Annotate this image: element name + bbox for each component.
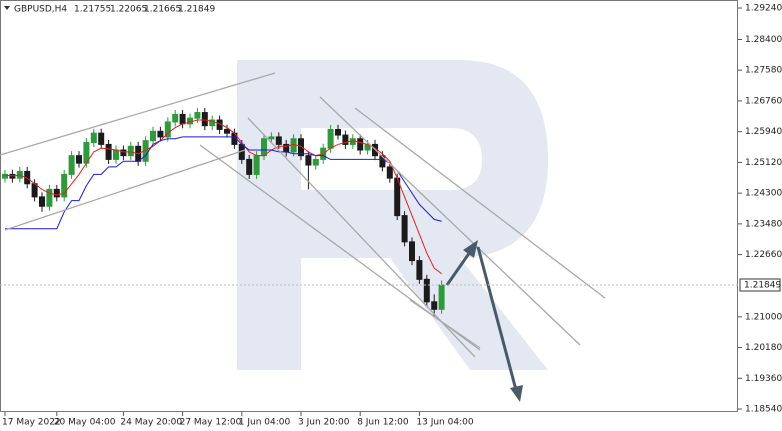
candle-body bbox=[261, 138, 267, 157]
candle-body bbox=[327, 128, 334, 149]
y-tick-label: 1.22660 bbox=[745, 250, 782, 260]
candle-body bbox=[39, 196, 45, 207]
trend-line bbox=[409, 299, 481, 349]
trend-line bbox=[247, 117, 476, 358]
x-tick-label: 17 May 2022 bbox=[2, 418, 61, 428]
y-tick-label: 1.29240 bbox=[745, 3, 782, 13]
x-tick-label: 24 May 20:00 bbox=[120, 418, 182, 428]
candle-body bbox=[438, 284, 445, 310]
candle-body bbox=[312, 158, 319, 166]
arrow-up bbox=[445, 251, 472, 286]
candle-body bbox=[431, 301, 438, 310]
x-tick-label: 13 Jun 04:00 bbox=[416, 418, 473, 428]
candle-body bbox=[31, 183, 38, 198]
candle-body bbox=[401, 215, 408, 243]
trend-lines bbox=[0, 72, 606, 358]
plot-frame bbox=[0, 0, 738, 412]
candle-body bbox=[98, 132, 105, 145]
trend-line bbox=[354, 107, 606, 299]
candle-body bbox=[298, 138, 304, 157]
watermark-bowl bbox=[301, 60, 548, 370]
watermark bbox=[237, 60, 548, 370]
y-tick-label: 1.25120 bbox=[745, 158, 782, 168]
y-tick-label: 1.27580 bbox=[745, 66, 782, 76]
candle-body bbox=[246, 158, 253, 175]
symbol-toggle[interactable] bbox=[4, 6, 10, 10]
candle-body bbox=[342, 134, 349, 145]
indicator-line bbox=[4, 119, 442, 275]
candle-body bbox=[150, 130, 156, 142]
y-tick-label: 1.23480 bbox=[745, 219, 782, 229]
symbol: GBPUSD,H4 bbox=[14, 5, 67, 15]
y-tick-label: 1.18540 bbox=[745, 405, 782, 415]
candle-body bbox=[179, 113, 186, 125]
candle-body bbox=[357, 138, 364, 151]
x-tick-label: 27 May 12:00 bbox=[180, 418, 242, 428]
arrow-head bbox=[463, 240, 478, 258]
candle-body bbox=[423, 278, 430, 303]
y-tick-label: 1.28400 bbox=[745, 35, 782, 45]
arrow-down bbox=[476, 246, 518, 391]
candle-body bbox=[105, 143, 112, 160]
candle-body bbox=[409, 241, 415, 262]
candle-body bbox=[61, 173, 68, 198]
ohlc-low: 1.21665 bbox=[144, 5, 181, 15]
ohlc-high: 1.22065 bbox=[110, 5, 147, 15]
x-tick-label: 20 May 04:00 bbox=[54, 418, 116, 428]
trend-line bbox=[319, 96, 581, 346]
candle-body bbox=[157, 130, 164, 138]
candle-body bbox=[224, 128, 230, 134]
candle-body bbox=[305, 155, 312, 166]
candle-body bbox=[386, 166, 393, 179]
y-tick-label: 1.21000 bbox=[745, 312, 782, 322]
candle-body bbox=[209, 119, 216, 127]
y-tick-label: 1.25940 bbox=[745, 127, 782, 137]
candle-body bbox=[253, 155, 260, 175]
candle-body bbox=[201, 112, 208, 127]
candle-body bbox=[53, 188, 60, 198]
x-tick-label: 3 Jun 20:00 bbox=[298, 418, 350, 428]
candle-body bbox=[68, 155, 75, 175]
y-tick-label: 1.19360 bbox=[745, 374, 782, 384]
ohlc-close: 1.21849 bbox=[178, 5, 215, 15]
candle-body bbox=[194, 112, 201, 119]
candle-body bbox=[335, 128, 341, 136]
candle-body bbox=[90, 132, 97, 144]
candle-body bbox=[2, 173, 8, 179]
candle-body bbox=[76, 155, 82, 164]
watermark-stem bbox=[237, 60, 301, 370]
x-tick-label: 8 Jun 12:00 bbox=[357, 418, 409, 428]
forecast-arrows bbox=[445, 240, 523, 402]
y-tick-label: 1.24300 bbox=[745, 189, 782, 199]
candle-body bbox=[275, 136, 282, 145]
candle-body bbox=[164, 121, 171, 138]
y-tick-label: 1.26760 bbox=[745, 96, 782, 106]
arrow-head bbox=[510, 385, 523, 402]
y-tick-label: 1.20180 bbox=[745, 343, 782, 353]
candle-body bbox=[120, 149, 127, 157]
last-price-label: 1.21849 bbox=[744, 280, 781, 290]
trend-line bbox=[4, 149, 246, 231]
trend-line bbox=[0, 72, 276, 156]
candle-body bbox=[416, 260, 423, 280]
ohlc-open: 1.21755 bbox=[74, 5, 111, 15]
candle-body bbox=[172, 113, 179, 123]
candle-body bbox=[46, 188, 53, 207]
x-tick-label: 1 Jun 04:00 bbox=[239, 418, 291, 428]
candle-body bbox=[268, 136, 275, 140]
indicator-line bbox=[5, 136, 442, 230]
candle-body bbox=[113, 149, 119, 160]
candle-body bbox=[127, 145, 134, 157]
last-price-box bbox=[739, 278, 781, 292]
